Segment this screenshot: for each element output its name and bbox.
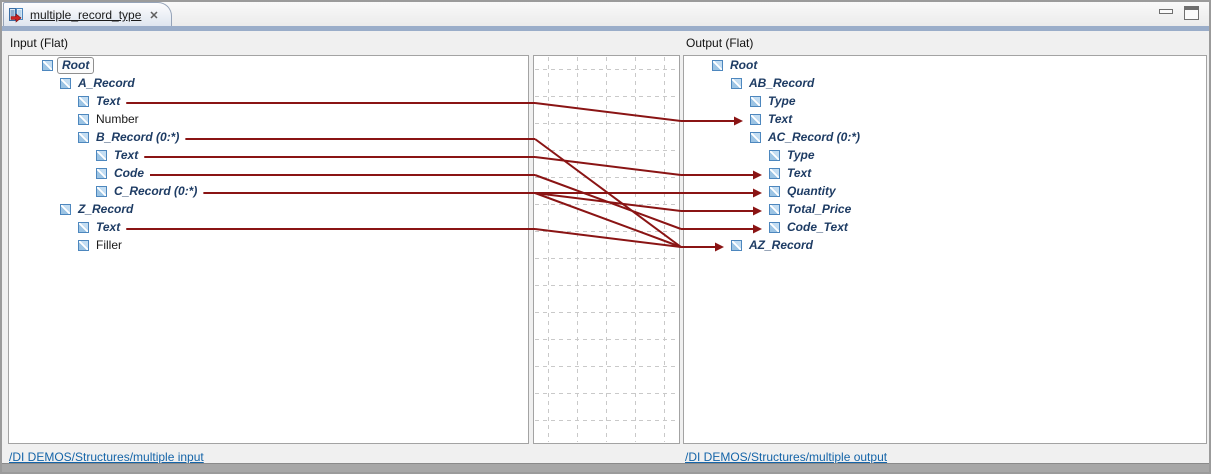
editor-tab-bar: multiple_record_type ✕ <box>2 2 1209 27</box>
input-panel-label: Input (Flat) <box>10 36 69 50</box>
item-node-icon <box>750 131 761 143</box>
tree-item-out-total-price[interactable]: Total_Price <box>684 200 1206 218</box>
tree-item-out-ab-type[interactable]: Type <box>684 92 1206 110</box>
item-label: Text <box>787 166 812 180</box>
item-label: Root <box>57 56 95 74</box>
view-controls <box>1159 6 1199 20</box>
item-label: Quantity <box>787 184 836 198</box>
item-node-icon <box>750 113 761 125</box>
item-label: C_Record (0:*) <box>114 184 198 198</box>
item-node-icon <box>60 203 71 215</box>
window-bottom-frame <box>2 463 1209 472</box>
output-panel-label: Output (Flat) <box>686 36 754 50</box>
item-node-icon <box>78 113 89 125</box>
item-node-icon <box>750 95 761 107</box>
tree-item-out-az-record[interactable]: AZ_Record <box>684 236 1206 254</box>
item-label: Code <box>114 166 144 180</box>
item-label: Z_Record <box>78 202 134 216</box>
tree-item-in-a-record[interactable]: A_Record <box>9 74 528 92</box>
input-tree-panel: Root A_Record Text Number B_Record (0:*) Text… <box>8 55 529 444</box>
tree-item-out-code-text[interactable]: Code_Text <box>684 218 1206 236</box>
output-structure-link[interactable]: /DI DEMOS/Structures/multiple output <box>685 450 888 464</box>
item-node-icon <box>60 77 71 89</box>
item-node-icon <box>96 149 107 161</box>
item-label: Type <box>787 148 815 162</box>
item-node-icon <box>96 167 107 179</box>
item-label: Text <box>96 220 121 234</box>
item-label: A_Record <box>78 76 135 90</box>
item-label: Code_Text <box>787 220 848 234</box>
item-node-icon <box>96 185 107 197</box>
active-view-accent-strip <box>2 26 1209 31</box>
map-file-icon <box>8 7 24 23</box>
item-node-icon <box>769 185 780 197</box>
tree-item-out-ab-text[interactable]: Text <box>684 110 1206 128</box>
tree-item-in-a-text[interactable]: Text <box>9 92 528 110</box>
input-structure-link[interactable]: /DI DEMOS/Structures/multiple input <box>9 450 204 464</box>
tree-item-in-root[interactable]: Root <box>9 56 528 74</box>
tree-item-in-b-text[interactable]: Text <box>9 146 528 164</box>
tree-item-out-quantity[interactable]: Quantity <box>684 182 1206 200</box>
tree-item-in-code[interactable]: Code <box>9 164 528 182</box>
item-label: B_Record (0:*) <box>96 130 180 144</box>
item-label: Text <box>114 148 139 162</box>
item-label: Total_Price <box>787 202 852 216</box>
item-label: Text <box>96 94 121 108</box>
item-label: AZ_Record <box>749 238 814 252</box>
item-label: AB_Record <box>749 76 815 90</box>
tree-item-out-ac-record[interactable]: AC_Record (0:*) <box>684 128 1206 146</box>
item-node-icon <box>78 221 89 233</box>
tree-item-in-number[interactable]: Number <box>9 110 528 128</box>
output-tree-panel: Root AB_Record Type Text AC_Record (0:*) Type… <box>683 55 1207 444</box>
item-node-icon <box>78 239 89 251</box>
minimize-view-icon[interactable] <box>1159 9 1173 14</box>
item-label: Type <box>768 94 796 108</box>
canvas-grid <box>535 57 678 442</box>
item-label: Number <box>96 112 139 126</box>
item-node-icon <box>731 77 742 89</box>
item-node-icon <box>769 203 780 215</box>
maximize-view-icon[interactable] <box>1184 6 1199 20</box>
tree-item-out-ac-type[interactable]: Type <box>684 146 1206 164</box>
item-node-icon <box>78 95 89 107</box>
item-node-icon <box>42 59 53 71</box>
tree-item-out-ac-text[interactable]: Text <box>684 164 1206 182</box>
tree-item-out-ab-record[interactable]: AB_Record <box>684 74 1206 92</box>
item-node-icon <box>769 221 780 233</box>
item-node-icon <box>731 239 742 251</box>
item-label: Filler <box>96 238 122 252</box>
tree-item-in-b-record[interactable]: B_Record (0:*) <box>9 128 528 146</box>
item-node-icon <box>712 59 723 71</box>
item-node-icon <box>78 131 89 143</box>
item-node-icon <box>769 149 780 161</box>
item-label: Root <box>730 58 758 72</box>
tab-close-icon[interactable]: ✕ <box>149 9 159 22</box>
tree-item-out-root[interactable]: Root <box>684 56 1206 74</box>
item-node-icon <box>769 167 780 179</box>
tree-item-in-filler[interactable]: Filler <box>9 236 528 254</box>
tree-item-in-z-record[interactable]: Z_Record <box>9 200 528 218</box>
item-label: Text <box>768 112 793 126</box>
tree-item-in-c-record[interactable]: C_Record (0:*) <box>9 182 528 200</box>
tree-item-in-z-text[interactable]: Text <box>9 218 528 236</box>
item-label: AC_Record (0:*) <box>768 130 861 144</box>
tab-title: multiple_record_type <box>30 8 142 22</box>
mapping-canvas[interactable] <box>533 55 680 444</box>
tab-multiple-record-type[interactable]: multiple_record_type ✕ <box>3 2 172 27</box>
